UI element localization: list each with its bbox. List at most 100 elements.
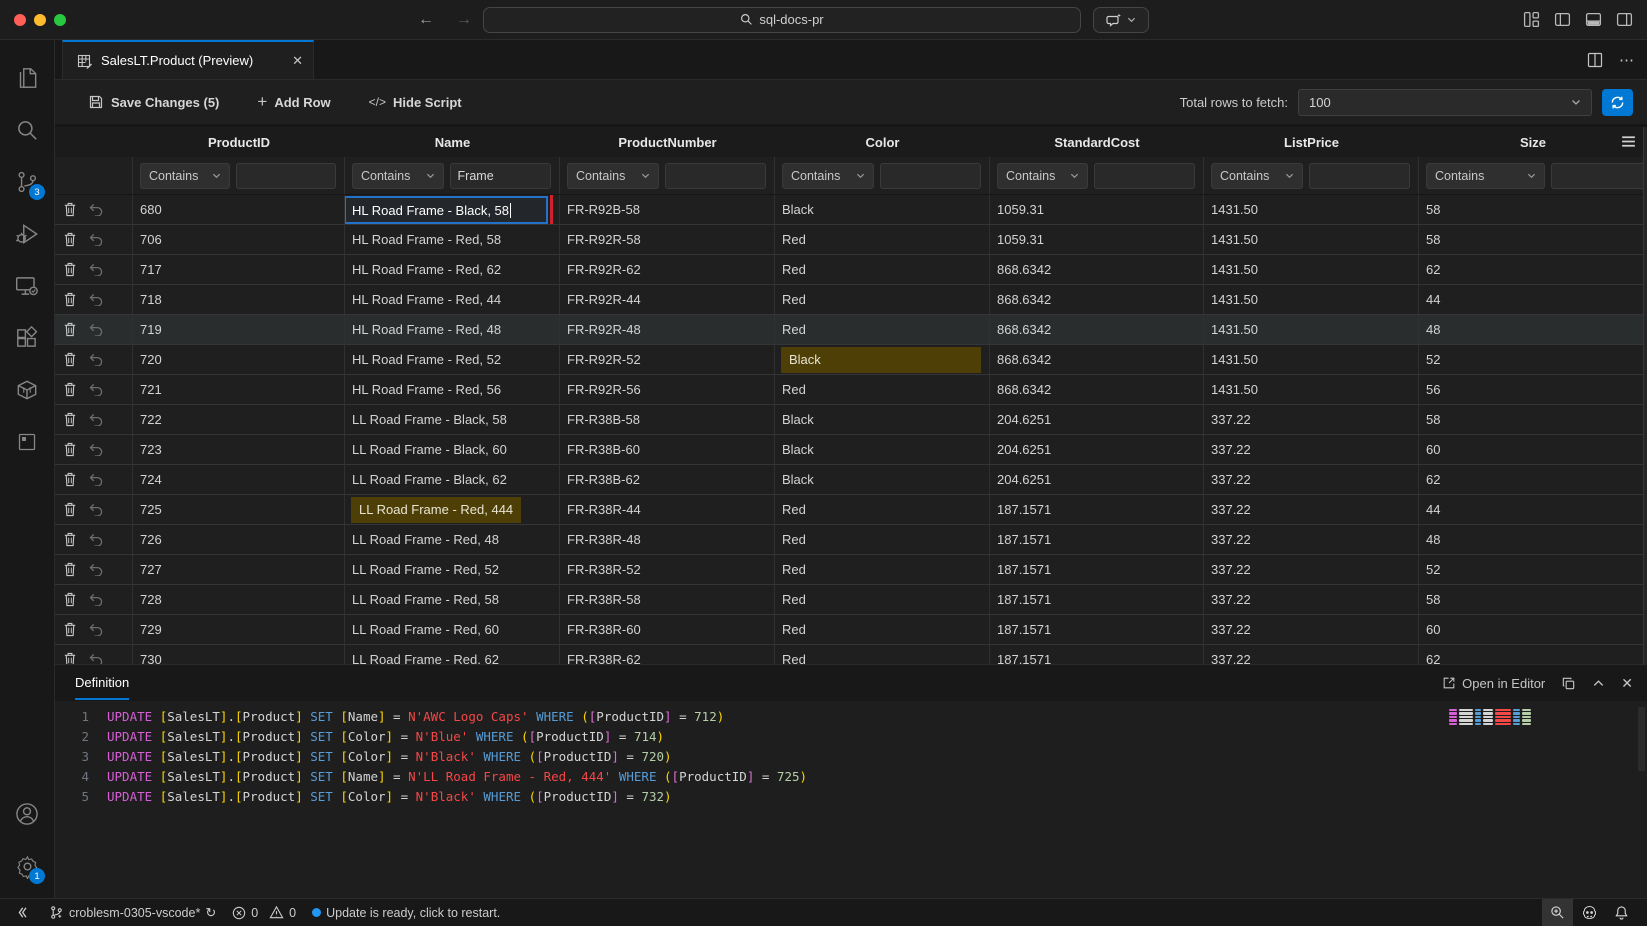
size-cell[interactable]: 60 [1419, 435, 1647, 464]
productid-cell[interactable]: 722 [133, 405, 345, 434]
color-cell[interactable]: Red [782, 292, 806, 307]
name-cell[interactable]: HL Road Frame - Red, 56 [352, 382, 502, 397]
listprice-cell[interactable]: 337.22 [1204, 435, 1419, 464]
productid-cell[interactable]: 724 [133, 465, 345, 494]
revert-row-icon[interactable] [89, 353, 104, 366]
delete-row-icon[interactable] [63, 292, 77, 307]
productnumber-cell[interactable]: FR-R38R-58 [560, 585, 775, 614]
filter-input-productnumber[interactable] [664, 162, 766, 189]
color-cell[interactable]: Black [782, 412, 814, 427]
size-cell[interactable]: 52 [1419, 345, 1647, 374]
listprice-cell[interactable]: 337.22 [1204, 495, 1419, 524]
productid-cell[interactable]: 721 [133, 375, 345, 404]
source-control-icon[interactable]: 3 [3, 156, 51, 208]
standardcost-cell[interactable]: 868.6342 [990, 285, 1204, 314]
revert-row-icon[interactable] [89, 533, 104, 546]
revert-row-icon[interactable] [89, 323, 104, 336]
color-cell[interactable]: Red [782, 532, 806, 547]
size-cell[interactable]: 48 [1419, 315, 1647, 344]
size-cell[interactable]: 58 [1419, 195, 1647, 224]
revert-row-icon[interactable] [89, 413, 104, 426]
hide-script-button[interactable]: </> Hide Script [368, 94, 462, 110]
productnumber-cell[interactable]: FR-R92R-56 [560, 375, 775, 404]
delete-row-icon[interactable] [63, 622, 77, 637]
minimize-window-button[interactable] [34, 13, 46, 26]
standardcost-cell[interactable]: 187.1571 [990, 495, 1204, 524]
name-cell[interactable]: HL Road Frame - Red, 44 [352, 292, 502, 307]
color-cell[interactable]: Red [782, 322, 806, 337]
table-row-726[interactable]: 726 LL Road Frame - Red, 48 FR-R38R-48 R… [55, 525, 1647, 555]
revert-row-icon[interactable] [89, 503, 104, 516]
table-row-728[interactable]: 728 LL Road Frame - Red, 58 FR-R38R-58 R… [55, 585, 1647, 615]
size-cell[interactable]: 56 [1419, 375, 1647, 404]
standardcost-cell[interactable]: 868.6342 [990, 255, 1204, 284]
filter-operator-productid[interactable]: Contains [140, 162, 231, 189]
productnumber-cell[interactable]: FR-R38B-62 [560, 465, 775, 494]
productid-cell[interactable]: 680 [133, 195, 345, 224]
size-cell[interactable]: 62 [1419, 645, 1647, 664]
productid-cell[interactable]: 723 [133, 435, 345, 464]
productnumber-cell[interactable]: FR-R38R-44 [560, 495, 775, 524]
column-header-productnumber[interactable]: ProductNumber [618, 134, 717, 150]
productid-cell[interactable]: 730 [133, 645, 345, 664]
productnumber-cell[interactable]: FR-R92R-44 [560, 285, 775, 314]
delete-row-icon[interactable] [63, 262, 77, 277]
productid-cell[interactable]: 717 [133, 255, 345, 284]
revert-row-icon[interactable] [89, 263, 104, 276]
size-cell[interactable]: 58 [1419, 585, 1647, 614]
filter-operator-standardcost[interactable]: Contains [997, 162, 1089, 189]
delete-row-icon[interactable] [63, 472, 77, 487]
delete-row-icon[interactable] [63, 202, 77, 217]
listprice-cell[interactable]: 337.22 [1204, 405, 1419, 434]
database-editor-icon[interactable] [3, 416, 51, 468]
productid-cell[interactable]: 718 [133, 285, 345, 314]
standardcost-cell[interactable]: 1059.31 [990, 225, 1204, 254]
definition-tab[interactable]: Definition [75, 675, 130, 700]
modified-name-cell[interactable]: LL Road Frame - Red, 444 [351, 496, 522, 523]
standardcost-cell[interactable]: 1059.31 [990, 195, 1204, 224]
color-cell[interactable]: Red [782, 502, 806, 517]
copilot-menu-button[interactable] [1093, 6, 1149, 33]
name-cell[interactable]: LL Road Frame - Red, 58 [352, 592, 499, 607]
name-cell[interactable]: LL Road Frame - Red, 52 [352, 562, 499, 577]
refresh-button[interactable] [1602, 88, 1633, 116]
size-cell[interactable]: 44 [1419, 495, 1647, 524]
table-row-729[interactable]: 729 LL Road Frame - Red, 60 FR-R38R-60 R… [55, 615, 1647, 645]
listprice-cell[interactable]: 337.22 [1204, 615, 1419, 644]
table-row-727[interactable]: 727 LL Road Frame - Red, 52 FR-R38R-52 R… [55, 555, 1647, 585]
color-cell[interactable]: Red [782, 262, 806, 277]
listprice-cell[interactable]: 337.22 [1204, 645, 1419, 664]
add-row-button[interactable]: + Add Row [257, 92, 331, 111]
color-cell[interactable]: Red [782, 622, 806, 637]
copy-icon[interactable] [1561, 676, 1576, 691]
productid-cell[interactable]: 728 [133, 585, 345, 614]
filter-input-productid[interactable] [236, 162, 336, 189]
editor-scrollbar[interactable] [1638, 707, 1645, 771]
delete-row-icon[interactable] [63, 352, 77, 367]
containers-icon[interactable] [3, 364, 51, 416]
tab-saleslt-product[interactable]: SalesLT.Product (Preview) ✕ [62, 40, 314, 79]
listprice-cell[interactable]: 337.22 [1204, 525, 1419, 554]
column-header-color[interactable]: Color [865, 134, 900, 150]
grid-scrollbar[interactable] [1643, 127, 1647, 664]
productnumber-cell[interactable]: FR-R92R-52 [560, 345, 775, 374]
fetch-rows-select[interactable]: 100 [1298, 88, 1592, 116]
standardcost-cell[interactable]: 204.6251 [990, 465, 1204, 494]
standardcost-cell[interactable]: 204.6251 [990, 405, 1204, 434]
productnumber-cell[interactable]: FR-R38B-60 [560, 435, 775, 464]
filter-input-name[interactable] [449, 162, 551, 189]
productid-cell[interactable]: 720 [133, 345, 345, 374]
revert-row-icon[interactable] [89, 383, 104, 396]
color-cell[interactable]: Red [782, 382, 806, 397]
name-cell[interactable]: HL Road Frame - Red, 48 [352, 322, 502, 337]
filter-operator-listprice[interactable]: Contains [1211, 162, 1303, 189]
filter-operator-name[interactable]: Contains [352, 162, 444, 189]
table-row-719[interactable]: 719 HL Road Frame - Red, 48 FR-R92R-48 R… [55, 315, 1647, 345]
size-cell[interactable]: 44 [1419, 285, 1647, 314]
delete-row-icon[interactable] [63, 592, 77, 607]
revert-row-icon[interactable] [89, 473, 104, 486]
color-cell[interactable]: Red [782, 562, 806, 577]
close-window-button[interactable] [14, 13, 26, 26]
zoom-indicator[interactable] [1542, 899, 1573, 926]
customize-layout-icon[interactable] [1523, 11, 1540, 28]
